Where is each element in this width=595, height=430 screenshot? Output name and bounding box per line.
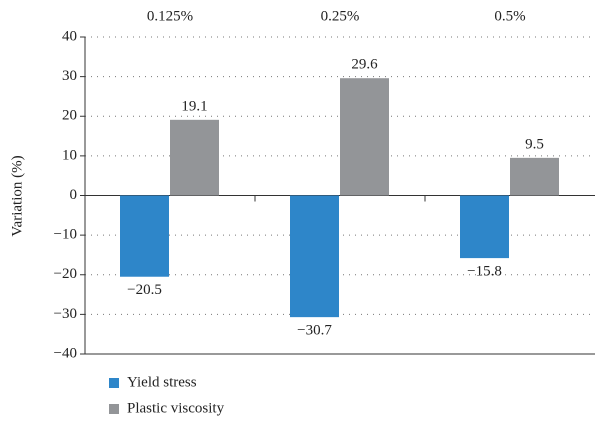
y-tick-label: −20 — [54, 266, 77, 282]
data-label: −15.8 — [467, 264, 502, 280]
legend-label: Yield stress — [127, 374, 197, 390]
data-label: −20.5 — [127, 282, 162, 298]
bar — [170, 119, 219, 196]
y-tick-label: 30 — [62, 68, 77, 84]
y-axis-title: Variation (%) — [9, 155, 25, 236]
data-label: 29.6 — [351, 57, 378, 73]
category-label: 0.125% — [147, 8, 193, 24]
bar — [510, 157, 559, 196]
legend-swatch — [109, 378, 119, 388]
y-tick-label: −30 — [54, 306, 77, 322]
bar — [120, 195, 169, 277]
bar — [290, 195, 339, 318]
y-tick-label: 20 — [62, 108, 77, 124]
y-tick-label: 10 — [62, 147, 77, 163]
y-tick-label: −10 — [54, 227, 77, 243]
data-label: 9.5 — [525, 136, 544, 152]
y-tick-label: 0 — [70, 187, 78, 203]
category-label: 0.5% — [494, 8, 525, 24]
y-tick-label: −40 — [54, 345, 77, 361]
bar — [460, 195, 509, 259]
bar — [340, 78, 389, 196]
legend-label: Plastic viscosity — [127, 400, 225, 416]
y-tick-label: 40 — [62, 28, 77, 44]
category-label: 0.25% — [321, 8, 360, 24]
data-label: −30.7 — [297, 323, 332, 339]
legend-swatch — [109, 404, 119, 414]
data-label: 19.1 — [181, 98, 207, 114]
